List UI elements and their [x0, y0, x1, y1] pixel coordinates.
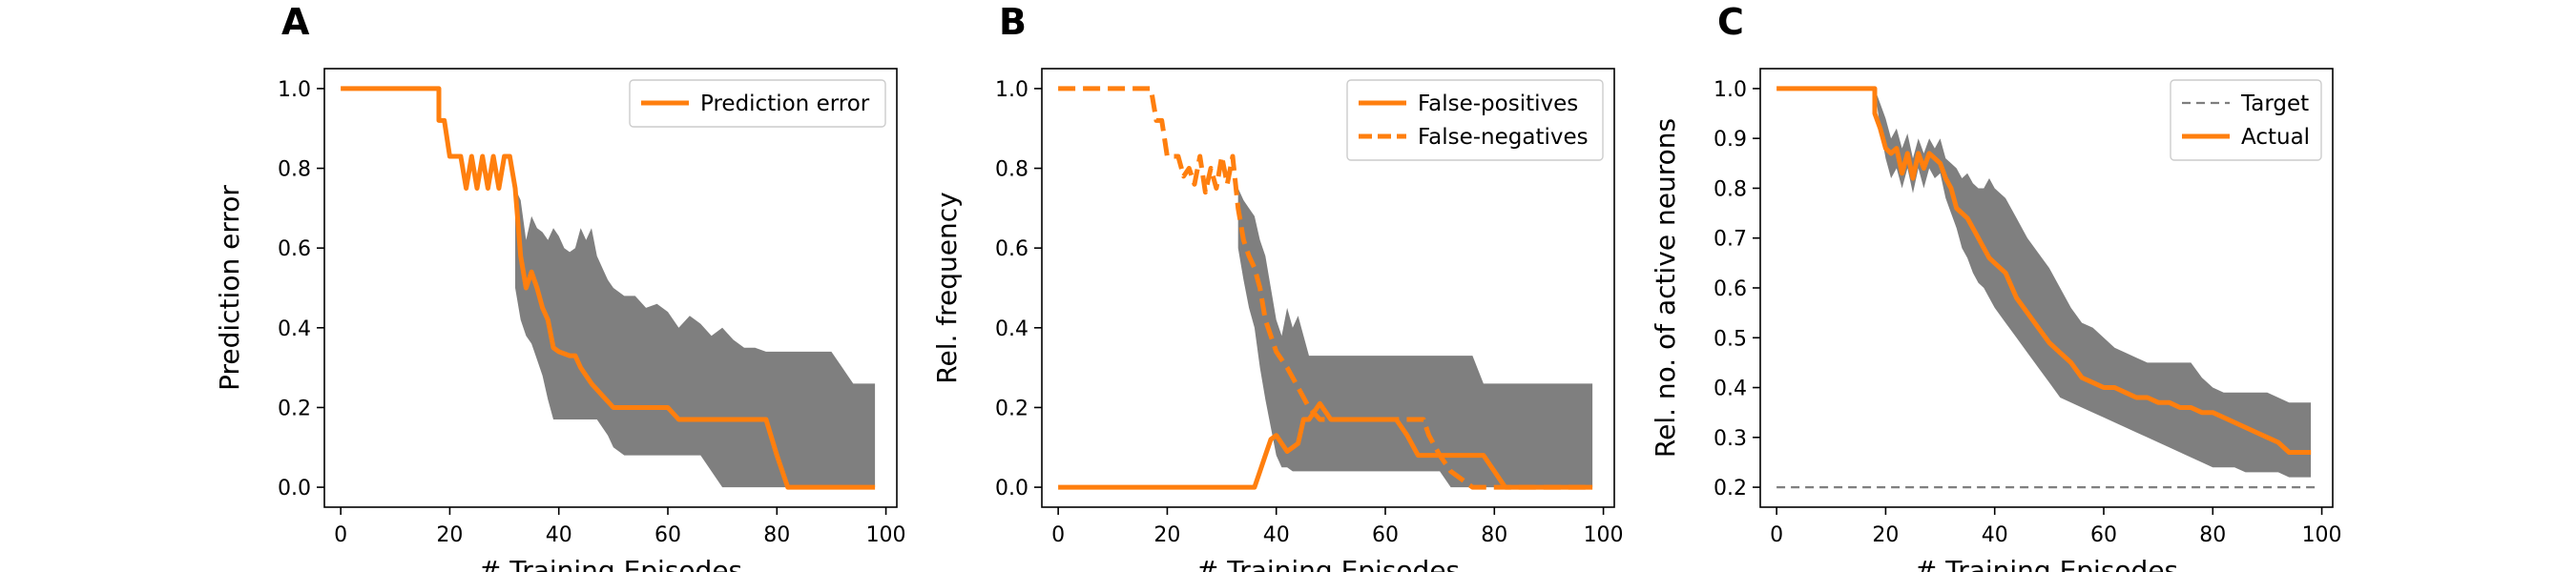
- series-line-1: [1776, 86, 2312, 455]
- legend-label: Prediction error: [700, 92, 870, 116]
- y-tick-label: 1.0: [995, 78, 1028, 102]
- axes-frame: [323, 68, 898, 508]
- axes-frame: [1041, 68, 1615, 508]
- legend-box: [2170, 79, 2322, 161]
- x-tick-label: 0: [334, 523, 347, 547]
- y-tick-label: 0.2: [278, 397, 311, 420]
- y-tick-label: 0.4: [1714, 378, 1747, 401]
- x-tick-label: 100: [866, 523, 906, 547]
- legend-label: Target: [2240, 92, 2309, 116]
- confidence-band: [515, 188, 876, 488]
- y-tick-label: 0.8: [278, 158, 311, 182]
- y-tick-label: 0.4: [278, 317, 311, 341]
- x-tick-label: 40: [1263, 523, 1290, 547]
- legend: False-positives False-negatives: [1346, 79, 1604, 161]
- y-tick-label: 0.6: [278, 237, 311, 261]
- y-tick-label: 0.9: [1714, 128, 1747, 152]
- legend-label: Actual: [2241, 125, 2310, 150]
- series-line-0: [341, 86, 876, 490]
- x-tick-label: 60: [2090, 523, 2117, 547]
- x-tick-label: 60: [654, 523, 681, 547]
- y-tick-label: 0.2: [1714, 477, 1747, 500]
- legend-box: [1346, 79, 1604, 161]
- y-tick-label: 1.0: [278, 78, 311, 102]
- x-tick-label: 40: [1982, 523, 2008, 547]
- y-tick-label: 0.3: [1714, 427, 1747, 451]
- x-tick-label: 40: [546, 523, 572, 547]
- x-tick-label: 100: [1584, 523, 1624, 547]
- y-axis-label: Prediction error: [214, 185, 245, 391]
- x-tick-label: 100: [2302, 523, 2342, 547]
- panel-letter: B: [999, 1, 1027, 43]
- x-tick-label: 0: [1051, 523, 1065, 547]
- x-axis-label: # Training Episodes: [479, 555, 742, 572]
- y-tick-label: 0.0: [278, 477, 311, 500]
- y-tick-label: 0.0: [995, 477, 1028, 500]
- x-tick-label: 60: [1372, 523, 1399, 547]
- x-tick-label: 0: [1770, 523, 1783, 547]
- confidence-band: [1875, 88, 2312, 478]
- y-tick-label: 0.8: [1714, 177, 1747, 201]
- y-axis-label: Rel. no. of active neurons: [1650, 118, 1681, 458]
- y-tick-label: 0.4: [995, 317, 1028, 341]
- y-tick-label: 0.2: [995, 397, 1028, 420]
- panel-a: 0 20 40 60 80 100 0.0 0.2 0.4 0.6 0.8 1.0 # Training…: [214, 1, 906, 572]
- y-tick-label: 0.6: [1714, 277, 1747, 301]
- legend: Target Actual: [2170, 79, 2322, 161]
- x-tick-label: 20: [1153, 523, 1180, 547]
- x-tick-label: 80: [2199, 523, 2226, 547]
- panel-b: 0 20 40 60 80 100 0.0 0.2 0.4 0.6 0.8 1.0 # Training…: [931, 1, 1624, 572]
- y-tick-label: 0.7: [1714, 228, 1747, 252]
- series-line-1: [1058, 86, 1593, 490]
- legend: Prediction error: [629, 79, 886, 128]
- y-tick-label: 0.8: [995, 158, 1028, 182]
- x-tick-label: 20: [1872, 523, 1899, 547]
- legend-box: [629, 79, 886, 128]
- panel-letter: C: [1717, 1, 1744, 43]
- y-tick-label: 0.6: [995, 237, 1028, 261]
- confidence-band: [1237, 188, 1593, 488]
- x-axis-label: # Training Episodes: [1915, 555, 2178, 572]
- y-axis-label: Rel. frequency: [931, 192, 963, 383]
- x-tick-label: 80: [763, 523, 790, 547]
- legend-label: False-negatives: [1418, 125, 1589, 150]
- y-tick-label: 0.5: [1714, 327, 1747, 351]
- x-tick-label: 20: [436, 523, 463, 547]
- y-tick-label: 1.0: [1714, 78, 1747, 102]
- panel-letter: A: [281, 1, 310, 43]
- x-tick-label: 80: [1481, 523, 1507, 547]
- panel-c: 0 20 40 60 80 100 0.2 0.3 0.4 0.5 0.6 0.7 0.8 0.9 1.0 #…: [1650, 1, 2342, 572]
- x-axis-label: # Training Episodes: [1196, 555, 1460, 572]
- legend-label: False-positives: [1418, 92, 1578, 116]
